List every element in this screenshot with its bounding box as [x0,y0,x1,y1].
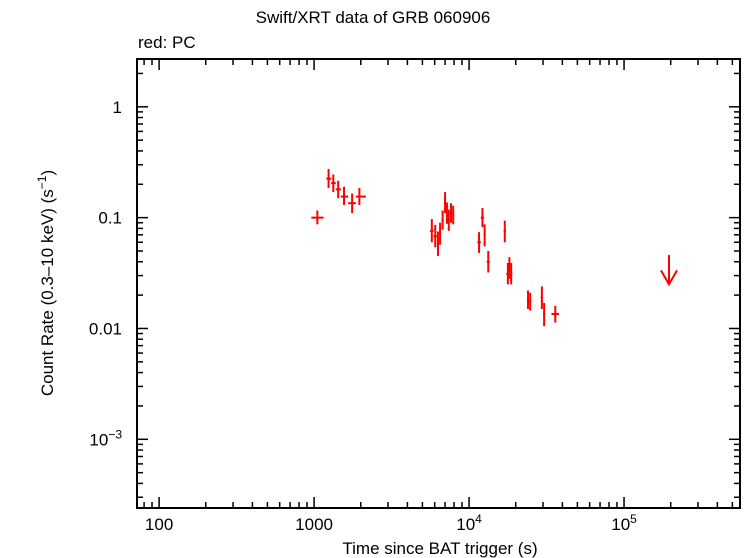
data-point [480,208,485,228]
y-tick-label: 1 [113,98,122,117]
y-tick-label: 0.1 [98,209,122,228]
x-tick-label: 1000 [295,515,333,534]
data-point [529,292,532,311]
data-point [355,188,366,206]
data-point [433,224,437,248]
upper-limits [660,255,678,287]
data-point [430,219,434,243]
upper-limit-arrow [660,255,678,287]
data-point [477,232,481,253]
data-point [326,168,332,189]
data-point [540,286,544,309]
y-axis-label: Count Rate (0.3–10 keV) (s−1) [35,170,57,396]
data-point [526,290,530,309]
data-point [543,302,546,327]
y-tick-label: 0.01 [89,319,122,338]
data-point [436,231,440,257]
data-point [449,203,453,223]
x-tick-label: 105 [611,512,637,534]
data-point [340,186,349,206]
data-point [441,210,444,230]
plot-frame [136,58,741,509]
data-point [335,180,341,199]
y-tick-label: 10−3 [89,427,122,449]
data-point [348,193,356,214]
x-tick-label: 104 [456,512,482,534]
data-point [445,202,448,224]
chart-subtitle: red: PC [138,33,196,52]
x-axis-label: Time since BAT trigger (s) [342,539,537,558]
data-points [311,168,559,327]
x-tick-label: 100 [145,515,173,534]
arrow-head [660,269,678,287]
data-point [331,174,336,193]
data-point [439,222,442,245]
data-point [486,251,490,273]
chart-title: Swift/XRT data of GRB 060906 [255,8,491,27]
data-point [510,262,513,285]
data-point [447,209,450,231]
x-tick-labels: 100 1000 104 105 [145,512,637,534]
data-point [444,192,447,214]
data-point [503,220,506,243]
y-tick-labels: 1 0.1 0.01 10−3 [89,98,122,449]
data-point [551,305,559,323]
data-point [452,205,455,225]
data-point [483,224,486,247]
axis-ticks [137,59,740,508]
data-point [311,210,324,225]
data-point [508,257,511,279]
